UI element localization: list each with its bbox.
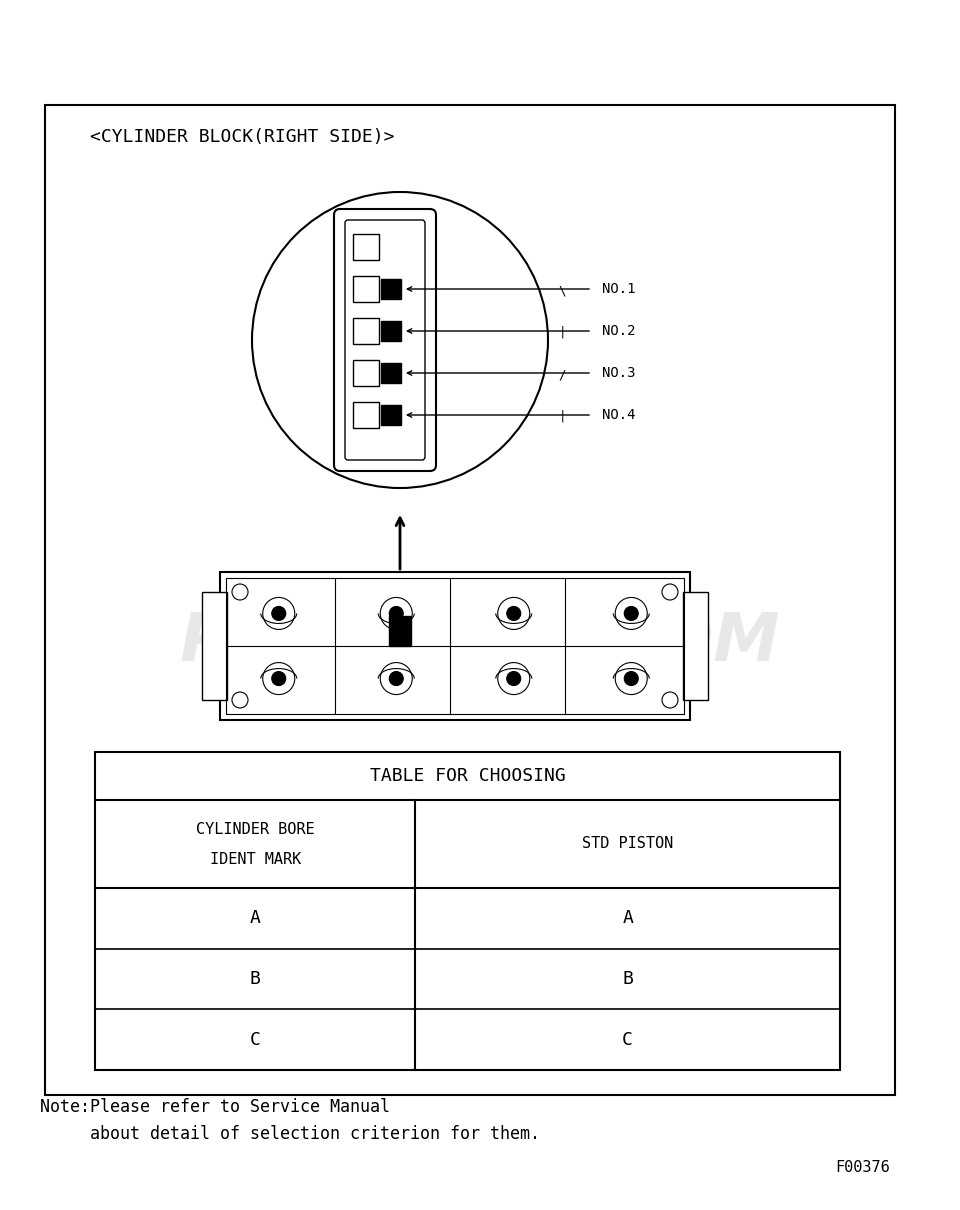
Text: NO.2: NO.2 (602, 324, 636, 338)
Text: TABLE FOR CHOOSING: TABLE FOR CHOOSING (370, 767, 565, 785)
Circle shape (263, 598, 295, 629)
Text: B: B (622, 970, 633, 989)
Text: STD PISTON: STD PISTON (582, 836, 673, 852)
Circle shape (272, 672, 286, 686)
Bar (389, 616, 411, 646)
Text: A: A (250, 910, 260, 927)
Circle shape (624, 606, 638, 621)
Circle shape (232, 692, 248, 708)
Circle shape (232, 584, 248, 600)
Text: \: \ (559, 284, 565, 296)
FancyBboxPatch shape (334, 209, 436, 471)
Bar (353, 234, 379, 260)
FancyBboxPatch shape (345, 220, 425, 460)
Circle shape (662, 692, 678, 708)
Text: |: | (559, 325, 565, 339)
Bar (220, 572, 690, 720)
Bar (381, 363, 401, 384)
Text: Note:Please refer to Service Manual: Note:Please refer to Service Manual (40, 1097, 390, 1116)
Circle shape (389, 672, 403, 686)
Circle shape (624, 672, 638, 686)
Bar (226, 578, 684, 714)
Text: NO.4: NO.4 (602, 408, 636, 422)
Text: F00376: F00376 (835, 1160, 890, 1175)
Bar (683, 592, 708, 701)
Circle shape (272, 606, 286, 621)
Text: A: A (622, 910, 633, 927)
Text: B: B (250, 970, 260, 989)
Text: |: | (559, 410, 565, 424)
Circle shape (380, 598, 412, 629)
Circle shape (263, 663, 295, 695)
Circle shape (507, 606, 520, 621)
Circle shape (252, 192, 548, 488)
Text: C: C (622, 1031, 633, 1049)
Circle shape (497, 663, 530, 695)
Text: /: / (559, 368, 565, 381)
Text: about detail of selection criterion for them.: about detail of selection criterion for … (40, 1125, 540, 1143)
Text: CYLINDER BORE: CYLINDER BORE (196, 823, 315, 837)
Bar (353, 402, 379, 428)
Bar (381, 321, 401, 341)
Text: PARTSOUQ.COM: PARTSOUQ.COM (180, 609, 780, 675)
Text: C: C (250, 1031, 260, 1049)
Bar (353, 361, 379, 386)
Circle shape (507, 672, 520, 686)
Circle shape (380, 663, 412, 695)
Circle shape (389, 606, 403, 621)
Bar (353, 318, 379, 344)
Text: IDENT MARK: IDENT MARK (209, 853, 300, 868)
Text: NO.3: NO.3 (602, 365, 636, 380)
Bar (381, 280, 401, 299)
Bar (353, 276, 379, 302)
Text: NO.1: NO.1 (602, 282, 636, 296)
Text: <CYLINDER BLOCK(RIGHT SIDE)>: <CYLINDER BLOCK(RIGHT SIDE)> (90, 128, 395, 146)
Bar (202, 592, 227, 701)
Bar (95, 751, 840, 1070)
Bar (45, 105, 895, 1095)
Circle shape (497, 598, 530, 629)
Bar (381, 405, 401, 425)
Circle shape (615, 663, 647, 695)
Circle shape (662, 584, 678, 600)
Circle shape (615, 598, 647, 629)
